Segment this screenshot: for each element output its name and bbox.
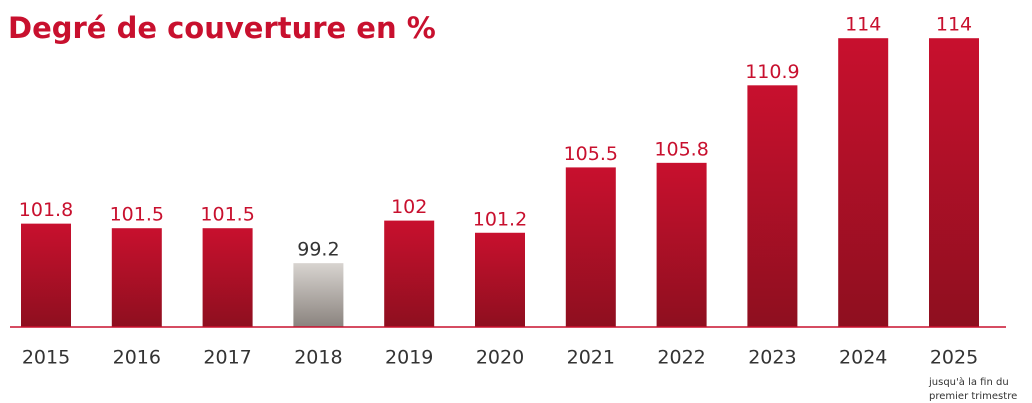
x-tick-label: 2024 [839, 347, 887, 369]
value-label: 114 [845, 14, 881, 36]
annotation: jusqu'à la fin du [928, 376, 1009, 388]
x-tick-label: 2018 [294, 347, 342, 369]
value-label: 102 [391, 196, 427, 218]
bar [929, 38, 979, 327]
value-label: 101.8 [19, 199, 73, 221]
x-tick-label: 2023 [748, 347, 796, 369]
x-tick-label: 2016 [113, 347, 161, 369]
bar [475, 232, 525, 327]
bar [747, 85, 798, 327]
value-label: 101.2 [473, 208, 527, 230]
value-label: 105.8 [654, 138, 708, 160]
bar [565, 167, 616, 327]
value-label: 105.5 [564, 143, 618, 165]
value-label: 110.9 [745, 61, 799, 83]
x-tick-label: 2022 [657, 347, 705, 369]
bar [838, 38, 889, 327]
chart-title: Degré de couverture en % [8, 11, 436, 45]
bar [21, 223, 71, 327]
bar [111, 228, 162, 327]
value-label: 101.5 [110, 204, 164, 226]
x-tick-label: 2015 [22, 347, 70, 369]
annotation: premier trimestre [929, 391, 1017, 402]
x-tick-label: 2021 [567, 347, 615, 369]
x-tick-label: 2020 [476, 347, 524, 369]
value-label: 99.2 [297, 239, 339, 261]
x-tick-label: 2025 [930, 347, 978, 369]
bar [293, 263, 344, 327]
x-tick-label: 2019 [385, 347, 433, 369]
value-label: 101.5 [200, 204, 254, 226]
bar [202, 228, 253, 327]
value-label: 114 [936, 14, 972, 36]
bar [656, 162, 707, 327]
bar [384, 220, 435, 327]
x-tick-label: 2017 [203, 347, 251, 369]
